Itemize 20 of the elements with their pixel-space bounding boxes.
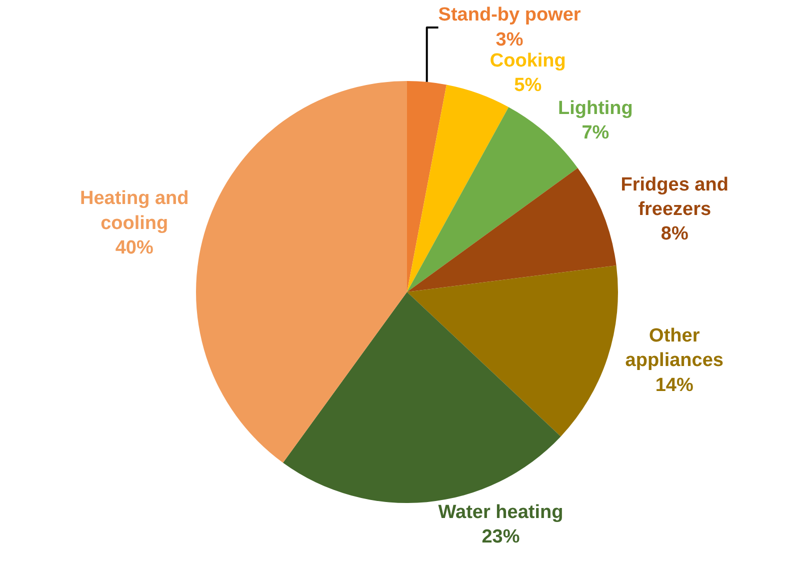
pie-slice [407, 81, 447, 292]
slice-label: Heating and cooling [80, 188, 189, 234]
data-label: 23% [482, 526, 520, 548]
slice-label: Other appliances [625, 325, 724, 372]
slice-label: Stand-by power [438, 4, 582, 26]
pie-slice [196, 81, 407, 463]
data-label: 40% [115, 238, 154, 259]
pie-slice [407, 168, 616, 292]
data-label: 14% [655, 374, 694, 396]
slice-label: Fridges and freezers [620, 174, 728, 220]
pie-slice [407, 84, 509, 292]
slice-label: Lighting [558, 98, 633, 120]
data-label: 3% [496, 29, 524, 50]
data-label: 8% [660, 224, 688, 245]
pie-slice [407, 266, 618, 436]
slice-label: Water heating [438, 502, 564, 523]
pie-slice [282, 292, 561, 503]
data-label: 5% [514, 75, 542, 96]
slice-label: Cooking [490, 50, 566, 72]
data-label: 7% [582, 122, 610, 144]
